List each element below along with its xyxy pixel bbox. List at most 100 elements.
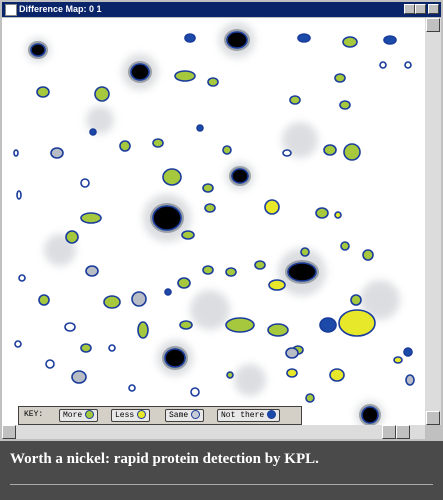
spot — [65, 230, 79, 244]
spot — [196, 124, 204, 132]
spot — [103, 295, 121, 309]
key-text: More — [63, 411, 83, 420]
smudge — [282, 122, 318, 158]
spot — [231, 168, 249, 184]
close-button[interactable] — [428, 4, 439, 14]
key-text: Less — [115, 411, 135, 420]
caption-rule — [10, 484, 433, 485]
spot — [50, 147, 64, 159]
spot — [179, 320, 193, 330]
spot — [285, 347, 299, 359]
spot — [184, 33, 196, 43]
spot — [403, 347, 413, 357]
key-swatch — [191, 410, 201, 420]
spot — [383, 35, 397, 45]
spot — [85, 265, 99, 277]
spot — [361, 406, 379, 424]
spot — [36, 86, 50, 98]
key-swatch — [267, 410, 277, 420]
key-swatch — [137, 410, 147, 420]
spot — [119, 140, 131, 152]
scroll-left[interactable] — [2, 425, 16, 439]
spot — [323, 144, 337, 156]
spot — [204, 203, 216, 213]
spot — [162, 168, 182, 186]
spot — [350, 294, 362, 306]
spot — [226, 31, 248, 49]
key-bar: KEY: More Less Same Not there — [18, 406, 302, 425]
scroll-right[interactable] — [382, 425, 396, 439]
spot — [340, 241, 350, 251]
spot — [225, 267, 237, 277]
spot — [137, 321, 149, 339]
spot — [94, 86, 110, 102]
spot — [343, 143, 361, 161]
spot — [338, 309, 376, 337]
key-text: Not there — [221, 411, 265, 420]
spot — [334, 73, 346, 83]
spot — [267, 323, 289, 337]
minimize-button[interactable] — [404, 4, 415, 14]
spot — [339, 100, 351, 110]
spot — [89, 128, 97, 136]
key-item[interactable]: Same — [165, 409, 205, 422]
spot — [282, 149, 292, 157]
maximize-button[interactable] — [415, 4, 426, 14]
scroll-right-end[interactable] — [396, 425, 410, 439]
scroll-down[interactable] — [426, 411, 440, 425]
spot — [315, 207, 329, 219]
spot — [18, 274, 26, 282]
spot — [128, 384, 136, 392]
spot — [80, 178, 90, 188]
spot — [64, 322, 76, 332]
spot — [329, 368, 345, 382]
spot — [268, 279, 286, 291]
spot — [71, 370, 87, 384]
spot — [80, 212, 102, 224]
spot — [300, 247, 310, 257]
smudge — [234, 364, 266, 396]
scroll-up[interactable] — [426, 18, 440, 32]
spot — [202, 265, 214, 275]
gel-image — [2, 18, 425, 425]
spot — [152, 205, 182, 231]
vertical-scrollbar[interactable] — [425, 18, 441, 425]
spot — [164, 348, 186, 368]
spot — [305, 393, 315, 403]
smudge — [360, 280, 400, 320]
spot — [174, 70, 196, 82]
key-item[interactable]: Less — [111, 409, 151, 422]
spot — [30, 43, 46, 57]
window-icon — [5, 4, 17, 16]
key-item[interactable]: More — [59, 409, 99, 422]
caption: Worth a nickel: rapid protein detection … — [10, 451, 319, 467]
spot — [393, 356, 403, 364]
spot — [130, 63, 150, 81]
spot — [13, 149, 19, 157]
spot — [16, 190, 22, 200]
key-item[interactable]: Not there — [217, 409, 281, 422]
title-bar: Difference Map: 0 1 — [2, 2, 441, 17]
spot — [334, 211, 342, 219]
spot — [222, 145, 232, 155]
spot — [405, 374, 415, 386]
spot — [264, 199, 280, 215]
spot — [14, 340, 22, 348]
spot — [152, 138, 164, 148]
spot — [207, 77, 219, 87]
spot — [80, 343, 92, 353]
spot — [164, 288, 172, 296]
key-text: Same — [169, 411, 189, 420]
spot — [297, 33, 311, 43]
spot — [404, 61, 412, 69]
spot — [38, 294, 50, 306]
spot — [226, 371, 234, 379]
spot — [177, 277, 191, 289]
spot — [287, 262, 317, 282]
spot — [45, 359, 55, 369]
window: Difference Map: 0 1 KEY: More Less Same … — [0, 0, 443, 441]
spot — [108, 344, 116, 352]
spot — [131, 291, 147, 307]
horizontal-scrollbar[interactable] — [2, 425, 425, 439]
